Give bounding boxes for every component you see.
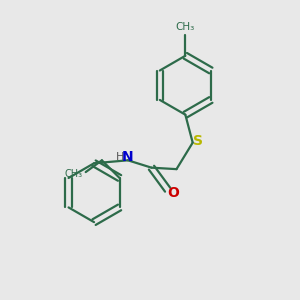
Text: CH₃: CH₃ bbox=[64, 169, 82, 178]
Text: S: S bbox=[193, 134, 203, 148]
Text: H: H bbox=[116, 152, 124, 162]
Text: O: O bbox=[168, 186, 179, 200]
Text: N: N bbox=[122, 150, 133, 164]
Text: CH₃: CH₃ bbox=[176, 22, 195, 32]
